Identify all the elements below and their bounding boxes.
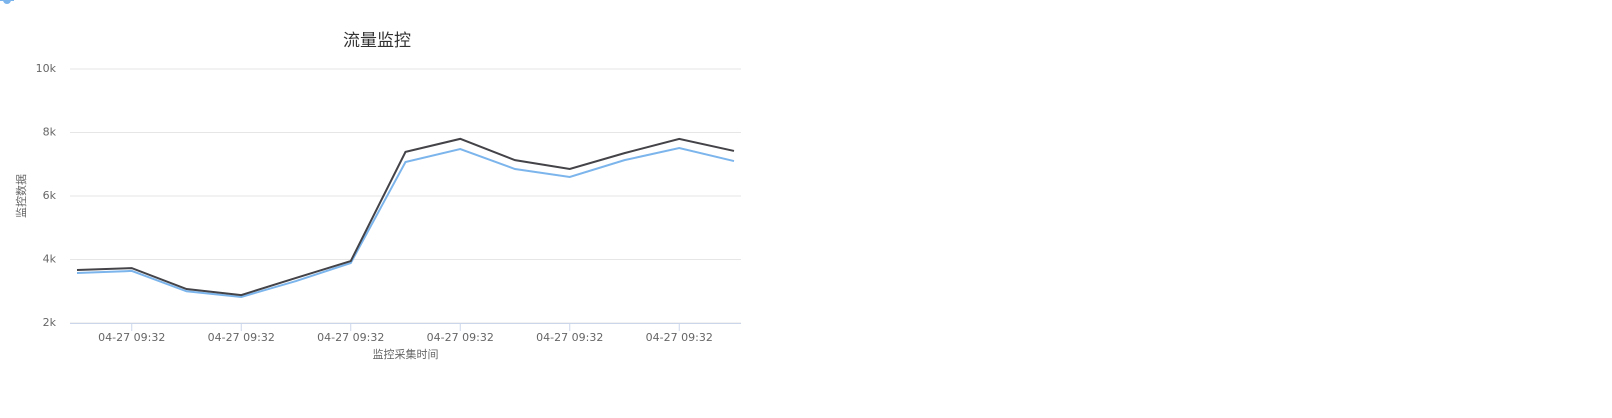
- x-tick-label: 04-27 09:32: [427, 331, 494, 344]
- legend: [0, 0, 14, 4]
- y-tick-label: 10k: [36, 62, 57, 75]
- x-axis-title: 监控采集时间: [373, 347, 439, 361]
- x-tick-label: 04-27 09:32: [646, 331, 713, 344]
- y-tick-label: 6k: [43, 189, 57, 202]
- y-tick-label: 4k: [43, 253, 57, 266]
- x-tick-label: 04-27 09:32: [208, 331, 275, 344]
- legend-item[interactable]: [0, 0, 14, 4]
- x-tick-label: 04-27 09:32: [98, 331, 165, 344]
- y-axis-title: 监控数据: [14, 174, 28, 218]
- y-tick-label: 8k: [43, 126, 57, 139]
- series-line: [76, 137, 735, 297]
- legend-marker: [3, 0, 11, 4]
- x-tick-label: 04-27 09:32: [317, 331, 384, 344]
- x-tick-label: 04-27 09:32: [536, 331, 603, 344]
- chart-title: 流量监控: [343, 31, 411, 51]
- chart: 流量监控 2k 4k 6k 8k 10k 04-27 09:32 04-27 09:32 04-…: [0, 0, 741, 361]
- y-tick-label: 2k: [43, 316, 57, 329]
- series-line: [76, 147, 735, 298]
